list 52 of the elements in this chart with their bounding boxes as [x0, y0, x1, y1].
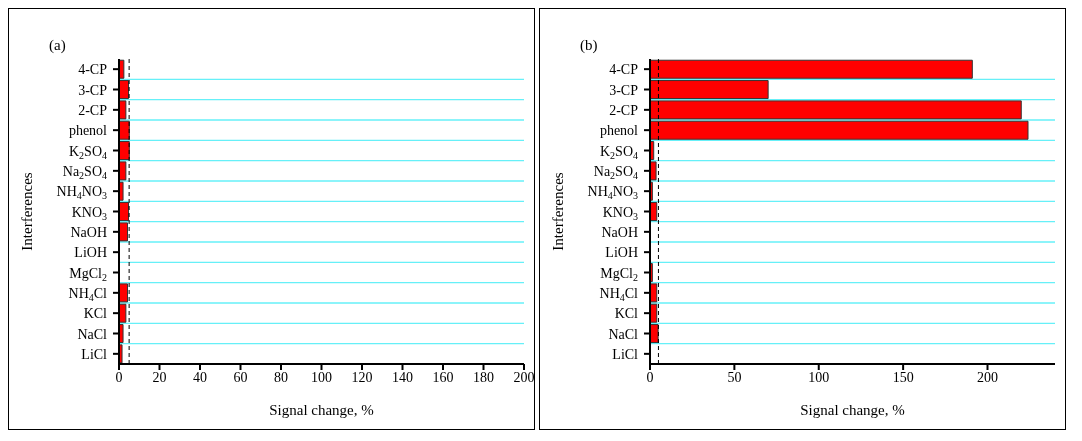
y-tick-label: 2-CP [78, 102, 108, 118]
y-tick-label: KNO$_{3}$ [602, 204, 638, 222]
x-tick-label: 0 [646, 369, 654, 385]
x-tick-label: 160 [432, 369, 454, 385]
y-axis-title: Interferences [19, 172, 36, 251]
text: (a) [49, 37, 66, 54]
y-tick-label: LiCl [612, 346, 639, 362]
y-tick-label: NH$_{4}$Cl [599, 285, 639, 303]
y-tick-label: LiOH [74, 245, 107, 261]
y-tick-label: 3-CP [609, 82, 639, 98]
x-tick-label: 60 [233, 369, 248, 385]
y-tick-label: 3-CP [78, 82, 108, 98]
y-tick-label: LiOH [605, 245, 638, 261]
y-tick-label: 4-CP [609, 62, 639, 78]
y-tick-label: KNO$_{3}$ [71, 204, 107, 222]
y-tick-label: NaCl [608, 326, 639, 342]
y-tick-label: Na$_{2}$SO$_{4}$ [593, 163, 638, 181]
x-tick-label: 200 [977, 369, 998, 385]
y-tick-label: K$_{2}$SO$_{4}$ [68, 143, 107, 161]
y-tick-label: K$_{2}$SO$_{4}$ [599, 143, 638, 161]
y-tick-label: 2-CP [609, 102, 639, 118]
y-tick-label: NH$_{4}$Cl [68, 285, 108, 303]
x-tick-label: 80 [274, 369, 288, 385]
x-tick-label: 180 [473, 369, 494, 385]
y-tick-label: 4-CP [78, 62, 108, 78]
x-tick-label: 20 [152, 369, 167, 385]
x-tick-label: 40 [193, 369, 207, 385]
y-tick-label: NH$_{4}$NO$_{3}$ [587, 184, 638, 202]
y-tick-label: phenol [68, 123, 108, 139]
y-tick-label: NaCl [77, 326, 108, 342]
x-axis-title: Signal change, % [800, 402, 905, 418]
x-tick-label: 140 [392, 369, 413, 385]
y-tick-label: phenol [599, 123, 639, 139]
y-tick-label: Na$_{2}$SO$_{4}$ [62, 163, 107, 181]
y-tick-label: KCl [83, 306, 108, 322]
x-axis-title: Signal change, % [269, 402, 374, 418]
x-tick-label: 150 [892, 369, 914, 385]
x-tick-label: 120 [351, 369, 373, 385]
x-tick-label: 100 [311, 369, 332, 385]
y-tick-label: NaOH [601, 224, 638, 240]
x-tick-label: 0 [115, 369, 123, 385]
y-tick-label: NaOH [70, 224, 107, 240]
y-tick-label: NH$_{4}$NO$_{3}$ [56, 184, 107, 202]
text: (b) [580, 37, 598, 54]
y-axis-title: Interferences [550, 172, 567, 251]
y-tick-label: MgCl$_{2}$ [600, 265, 638, 283]
y-tick-label: MgCl$_{2}$ [69, 265, 107, 283]
y-tick-label: LiCl [81, 346, 108, 362]
x-tick-label: 100 [808, 369, 830, 385]
y-tick-label: KCl [614, 306, 639, 322]
x-tick-label: 50 [727, 369, 742, 385]
x-tick-label: 200 [513, 369, 535, 385]
